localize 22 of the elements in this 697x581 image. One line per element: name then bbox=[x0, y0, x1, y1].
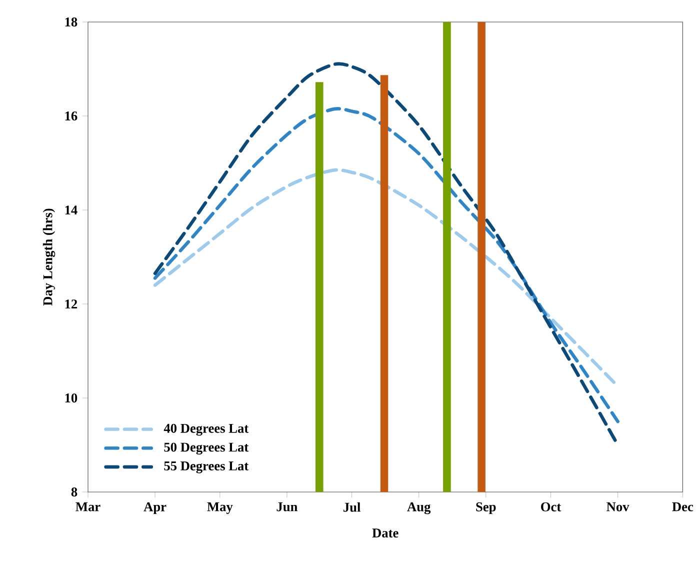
x-tick-label: Oct bbox=[541, 502, 562, 512]
x-tick-label: Aug bbox=[407, 502, 431, 514]
x-tick-label: Jul bbox=[344, 502, 360, 512]
y-tick-label: 14 bbox=[65, 206, 78, 214]
x-tick-label: Dec bbox=[672, 502, 694, 512]
y-tick-label: 10 bbox=[65, 393, 78, 402]
y-tick-label: 16 bbox=[65, 112, 78, 120]
x-tick-label: Nov bbox=[606, 502, 630, 512]
x-tick-label: Apr bbox=[144, 502, 166, 514]
x-axis-title: Date bbox=[372, 528, 398, 538]
legend-label: 55 Degrees Lat bbox=[164, 462, 249, 474]
x-tick-label: Mar bbox=[76, 502, 100, 512]
legend-label: 50 Degrees Lat bbox=[164, 442, 249, 455]
legend-label: 40 Degrees Lat bbox=[164, 424, 249, 436]
x-tick-label: May bbox=[207, 502, 233, 514]
y-tick-label: 8 bbox=[71, 487, 78, 496]
y-tick-label: 18 bbox=[65, 17, 78, 26]
line-series bbox=[153, 107, 620, 424]
y-axis-title: Day Length (hrs) bbox=[42, 208, 56, 306]
x-tick-label: Sep bbox=[476, 502, 496, 514]
x-tick-label: Jun bbox=[276, 502, 298, 512]
y-tick-label: 12 bbox=[65, 300, 78, 308]
